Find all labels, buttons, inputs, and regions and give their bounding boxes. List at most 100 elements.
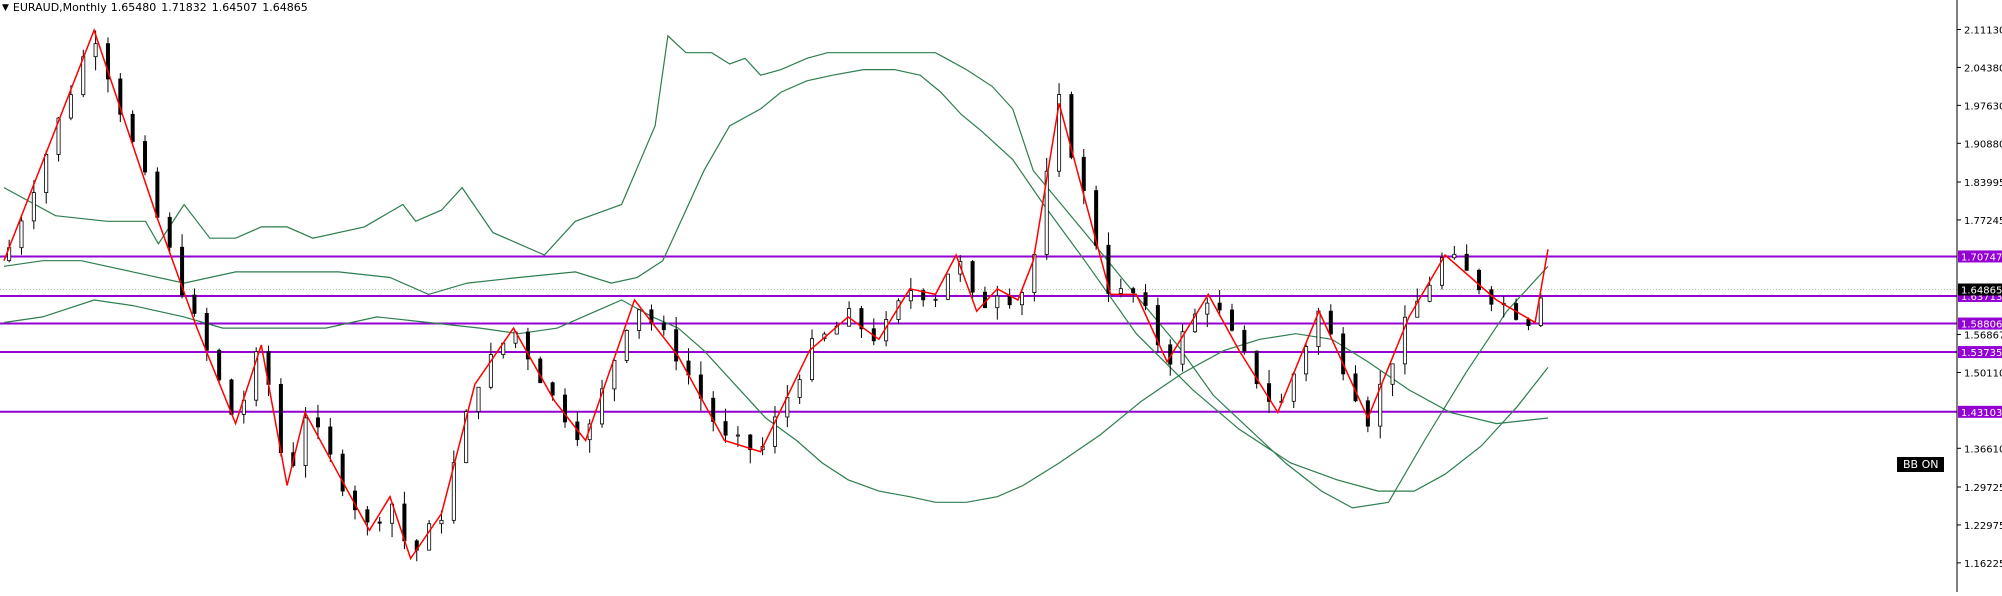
candle-body — [143, 141, 148, 173]
candle-body — [600, 388, 605, 425]
level-label-0: 1.70747 — [1961, 252, 2002, 263]
candle-body — [525, 331, 530, 360]
candle-body — [1069, 94, 1074, 158]
candle-body — [1217, 302, 1222, 311]
candle-body — [562, 394, 567, 423]
candle-body — [192, 294, 197, 314]
candle-body — [945, 273, 950, 300]
candle-body — [1020, 292, 1025, 306]
candle-body — [1254, 350, 1259, 385]
candle-body — [254, 351, 259, 401]
candle-body — [19, 220, 24, 249]
candle-body — [661, 322, 666, 331]
y-tick-label: 2.11130 — [1964, 26, 2002, 37]
candle-body — [1452, 253, 1457, 259]
candle-body — [933, 298, 938, 301]
candle-body — [1341, 333, 1346, 375]
candle-body — [377, 521, 382, 524]
y-tick-label: 1.56867 — [1964, 330, 2002, 341]
level-tag — [1958, 346, 2002, 359]
candle-body — [748, 434, 753, 451]
level-label-4: 1.43103 — [1961, 408, 2002, 419]
triangle-down-icon[interactable]: ▼ — [2, 2, 9, 13]
candle-body — [1229, 309, 1234, 331]
high-value: 1.71832 — [161, 1, 207, 14]
symbol-label: EURAUD,Monthly — [12, 1, 107, 14]
candle-body — [1180, 331, 1185, 365]
candle-body — [1205, 302, 1210, 315]
candle-body — [1526, 319, 1531, 326]
candle-body — [1427, 284, 1432, 302]
bollinger-upper — [3, 34, 1549, 509]
y-tick-label: 1.83995 — [1964, 178, 2002, 189]
candle-body — [772, 416, 777, 447]
candle-body — [1081, 156, 1086, 192]
candle-body — [1155, 305, 1160, 346]
level-label-2: 1.58806 — [1961, 320, 2002, 331]
low-value: 1.64507 — [211, 1, 258, 14]
candle-body — [68, 94, 73, 119]
y-tick-label: 1.29725 — [1964, 483, 2002, 494]
candle-body — [105, 43, 110, 80]
candle-body — [1402, 316, 1407, 365]
candle-body — [340, 453, 345, 492]
y-tick-label: 1.22975 — [1964, 521, 2002, 532]
candle-body — [427, 523, 432, 551]
level-label-1: 1.63713 — [1961, 292, 2002, 303]
level-tag — [1958, 317, 2002, 330]
candle-body — [1304, 346, 1309, 375]
candle-body — [1044, 170, 1049, 255]
candle-body — [44, 154, 49, 193]
candle-body — [1007, 295, 1012, 306]
candle-body — [1106, 244, 1111, 294]
candle-body — [637, 309, 642, 331]
candle-body — [810, 338, 815, 381]
level-tag — [1958, 405, 2002, 418]
candle-body — [476, 386, 481, 412]
candle-body — [1538, 297, 1543, 326]
candle-body — [1390, 363, 1395, 385]
candle-body — [31, 192, 36, 222]
price-axis: 2.11130 2.04380 1.97630 1.90880 1.83995 1.772… — [1956, 0, 2002, 592]
y-tick-label: 1.36610 — [1964, 444, 2002, 455]
candle-body — [1143, 292, 1148, 306]
candle-body — [1118, 288, 1123, 294]
candle-body — [550, 382, 555, 396]
bollinger-middle — [3, 69, 1549, 492]
candle-body — [56, 117, 61, 155]
candle-body — [723, 421, 728, 436]
candle-body — [365, 509, 370, 523]
candle-body — [711, 397, 716, 422]
y-tick-label: 1.16225 — [1964, 559, 2002, 570]
candle-body — [921, 290, 926, 301]
candle-body — [1131, 288, 1136, 294]
candle-body — [1477, 269, 1482, 291]
candle-body — [93, 43, 98, 58]
candle-body — [130, 113, 135, 142]
candle-body — [204, 313, 209, 351]
candle-body — [451, 462, 456, 521]
y-tick-label: 1.77245 — [1964, 216, 2002, 227]
candle-body — [995, 295, 1000, 309]
candle-body — [303, 417, 308, 466]
candle-body — [538, 358, 543, 384]
candle-body — [1291, 373, 1296, 402]
bollinger-bands — [3, 34, 1549, 509]
open-value: 1.65480 — [110, 1, 157, 14]
current-price-label: 1.64865 — [1961, 286, 2002, 297]
bb-on-badge[interactable]: BB ON — [1897, 457, 1945, 472]
candle-body — [624, 329, 629, 361]
bollinger-lower — [3, 299, 1549, 503]
candle-body — [167, 216, 172, 248]
y-tick-label: 1.97630 — [1964, 101, 2002, 112]
candle-body — [217, 349, 222, 381]
candle-body — [1192, 313, 1197, 333]
candle-body — [797, 379, 802, 398]
candlesticks — [7, 30, 1543, 562]
zigzag-line — [3, 28, 1549, 561]
candle-body — [859, 308, 864, 330]
candle-body — [908, 290, 913, 302]
candle-body — [674, 329, 679, 362]
